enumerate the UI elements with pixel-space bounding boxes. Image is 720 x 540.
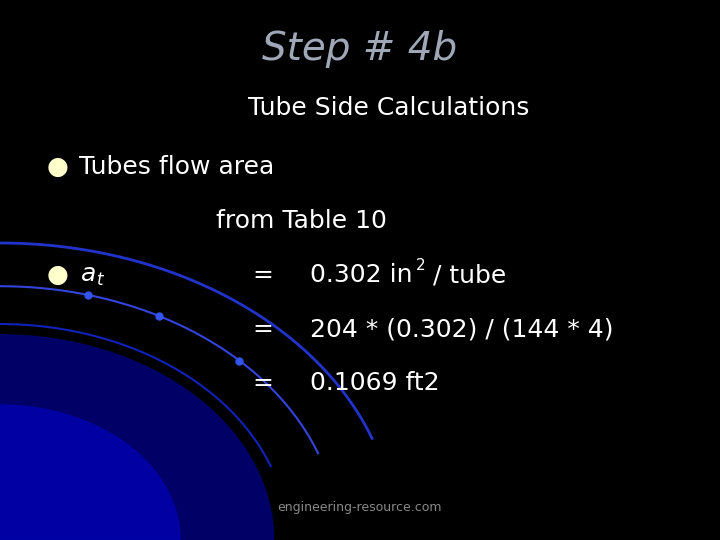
Wedge shape [0, 335, 274, 540]
Text: =: = [253, 318, 273, 341]
Text: =: = [253, 264, 273, 287]
Text: ●: ● [47, 156, 68, 179]
Text: 204 * (0.302) / (144 * 4): 204 * (0.302) / (144 * 4) [310, 318, 613, 341]
Ellipse shape [0, 378, 202, 540]
Text: =: = [253, 372, 273, 395]
Text: 2: 2 [416, 258, 426, 273]
Ellipse shape [0, 459, 94, 540]
Text: Tube Side Calculations: Tube Side Calculations [248, 96, 529, 120]
Text: t: t [97, 271, 104, 289]
Text: 0.302 in: 0.302 in [310, 264, 412, 287]
Text: / tube: / tube [425, 264, 506, 287]
Text: ●: ● [47, 264, 68, 287]
Text: Step # 4b: Step # 4b [262, 30, 458, 68]
Wedge shape [0, 405, 180, 540]
Text: from Table 10: from Table 10 [216, 210, 387, 233]
Text: engineering-resource.com: engineering-resource.com [278, 501, 442, 514]
Ellipse shape [0, 421, 144, 540]
Text: Tubes flow area: Tubes flow area [79, 156, 274, 179]
Text: a: a [81, 262, 96, 286]
Text: 0.1069 ft2: 0.1069 ft2 [310, 372, 439, 395]
